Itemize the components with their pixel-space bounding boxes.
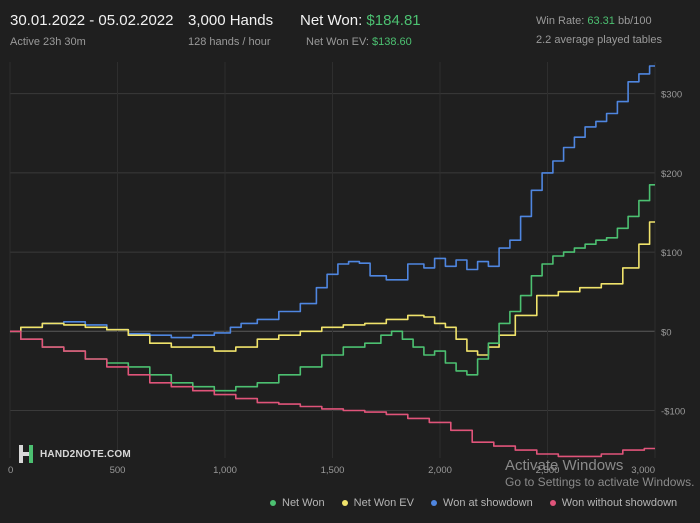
y-tick-label: $300 xyxy=(661,90,682,101)
legend-item-won-without-showdown[interactable]: Won without showdown xyxy=(549,497,678,509)
avg-played-tables: 2.2 average played tables xyxy=(536,34,662,46)
legend-dot-net-won xyxy=(270,500,276,507)
chart-legend: Net Won Net Won EV Won at showdown Won w… xyxy=(270,497,691,509)
watermark-subtitle: Go to Settings to activate Windows. xyxy=(505,475,695,489)
win-rate-value: 63.31 xyxy=(587,15,615,27)
y-tick-label: $200 xyxy=(661,169,682,180)
legend-label-won-without-showdown: Won without showdown xyxy=(561,497,678,509)
x-tick-label: 1,000 xyxy=(213,465,237,476)
y-axis-ticks: $300 $200 $100 $0 -$100 xyxy=(661,90,685,418)
legend-label-net-won-ev: Net Won EV xyxy=(353,497,414,509)
date-range[interactable]: 30.01.2022 - 05.02.2022 xyxy=(10,12,174,29)
series-line-net-won-ev xyxy=(10,221,655,356)
win-rate: Win Rate: 63.31 bb/100 xyxy=(536,15,652,27)
legend-item-net-won-ev[interactable]: Net Won EV xyxy=(341,497,414,509)
activate-windows-watermark: Activate Windows Go to Settings to activ… xyxy=(505,457,694,489)
win-rate-label: Win Rate: xyxy=(536,15,588,27)
win-rate-unit: bb/100 xyxy=(614,15,652,27)
legend-dot-won-without-showdown xyxy=(549,500,556,507)
x-axis-ticks: 0 500 1,000 1,500 2,000 2,500 3,000 xyxy=(8,465,655,476)
hands-per-hour: 128 hands / hour xyxy=(188,36,271,48)
chart-series xyxy=(9,65,656,458)
logo-text: HAND2NOTE.COM xyxy=(40,449,131,460)
y-tick-label: $0 xyxy=(661,327,672,338)
legend-label-won-at-showdown: Won at showdown xyxy=(443,497,533,509)
x-tick-label: 3,000 xyxy=(631,465,655,476)
net-won: Net Won: $184.81 xyxy=(300,12,421,29)
net-won-ev: Net Won EV: $138.60 xyxy=(306,36,412,48)
series-line-won-without-showdown xyxy=(10,330,655,458)
x-tick-label: 2,500 xyxy=(536,465,560,476)
y-tick-label: $100 xyxy=(661,248,682,259)
chart-grid xyxy=(9,62,656,458)
legend-item-net-won[interactable]: Net Won xyxy=(270,497,325,509)
active-time: Active 23h 30m xyxy=(10,36,86,48)
series-line-net-won xyxy=(10,184,655,392)
x-tick-label: 2,000 xyxy=(428,465,452,476)
watermark-title: Activate Windows xyxy=(505,457,624,474)
legend-item-won-at-showdown[interactable]: Won at showdown xyxy=(431,497,533,509)
net-won-label: Net Won: xyxy=(300,12,367,29)
x-tick-label: 1,500 xyxy=(321,465,345,476)
hands-count: 3,000 Hands xyxy=(188,12,274,29)
x-tick-label: 500 xyxy=(110,465,126,476)
x-tick-label: 0 xyxy=(8,465,13,476)
series-line-won-at-showdown xyxy=(10,65,655,339)
hand2note-logo-mark xyxy=(19,445,33,463)
net-won-value: $184.81 xyxy=(366,12,421,29)
legend-label-net-won: Net Won xyxy=(282,497,325,509)
legend-dot-won-at-showdown xyxy=(431,500,438,507)
net-won-ev-value: $138.60 xyxy=(372,36,412,48)
net-won-ev-label: Net Won EV: xyxy=(306,36,373,48)
legend-dot-net-won-ev xyxy=(341,500,348,507)
stats-header: 30.01.2022 - 05.02.2022 Active 23h 30m 3… xyxy=(0,0,700,55)
y-tick-label: -$100 xyxy=(661,406,685,417)
